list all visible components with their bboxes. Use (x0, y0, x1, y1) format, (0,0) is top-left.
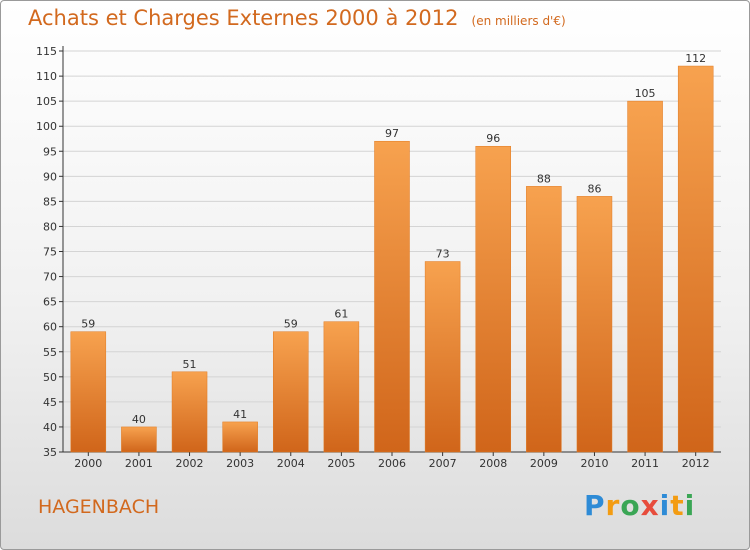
x-tick-label: 2011 (631, 457, 659, 470)
bar (526, 186, 562, 453)
y-tick-label: 110 (36, 70, 57, 83)
logo-letter: i (659, 489, 671, 522)
x-tick-label: 2009 (530, 457, 558, 470)
x-tick-label: 2002 (176, 457, 204, 470)
bar-value-label: 88 (537, 172, 551, 185)
y-tick-label: 55 (43, 346, 57, 359)
bar (374, 140, 410, 453)
y-tick-label: 40 (43, 421, 57, 434)
logo-letter: o (620, 489, 641, 522)
bar (627, 100, 663, 453)
y-tick-label: 75 (43, 246, 57, 259)
chart-title: Achats et Charges Externes 2000 à 2012 (28, 6, 459, 30)
x-tick-label: 2004 (277, 457, 305, 470)
x-tick-label: 2008 (479, 457, 507, 470)
bar-value-label: 51 (183, 358, 197, 371)
bar (70, 331, 107, 453)
bar-value-label: 97 (385, 127, 399, 140)
y-tick-label: 60 (43, 321, 57, 334)
y-tick-label: 70 (43, 271, 57, 284)
y-tick-label: 65 (43, 296, 57, 309)
x-tick-label: 2007 (429, 457, 457, 470)
bar (273, 331, 309, 453)
x-tick-label: 2006 (378, 457, 406, 470)
bar-value-label: 59 (81, 318, 95, 331)
bar-value-label: 73 (436, 248, 450, 261)
logo-letter: t (670, 489, 685, 522)
chart-subtitle: (en milliers d'€) (471, 14, 566, 28)
y-tick-label: 50 (43, 371, 57, 384)
bar (323, 321, 360, 453)
x-tick-label: 2005 (327, 457, 355, 470)
bar-value-label: 41 (233, 408, 247, 421)
title-row: Achats et Charges Externes 2000 à 2012 (… (28, 6, 566, 30)
x-tick-label: 2010 (580, 457, 608, 470)
bar-value-label: 61 (334, 308, 348, 321)
bar-value-label: 86 (587, 182, 601, 195)
y-tick-label: 80 (43, 220, 57, 233)
proxiti-logo[interactable]: Proxiti (584, 489, 695, 522)
commune-name: HAGENBACH (38, 496, 160, 518)
y-tick-label: 90 (43, 170, 57, 183)
bar (222, 421, 258, 453)
y-tick-label: 95 (43, 145, 57, 158)
bar (576, 196, 613, 453)
bar (121, 426, 157, 453)
logo-letter: P (584, 489, 606, 522)
x-tick-label: 2000 (74, 457, 102, 470)
bar-value-label: 40 (132, 413, 146, 426)
logo-letter: i (684, 489, 696, 522)
label-layer: 59 40 51 41 59 61 97 73 96 88 86 105 112 (81, 52, 706, 426)
bar (424, 261, 461, 453)
y-tick-label: 85 (43, 195, 57, 208)
bar (677, 65, 714, 453)
y-tick-label: 35 (43, 446, 57, 459)
y-tick-label: 45 (43, 396, 57, 409)
bar-value-label: 59 (284, 318, 298, 331)
logo-letter: x (640, 489, 660, 522)
y-tick-label: 100 (36, 120, 57, 133)
bar (171, 371, 208, 453)
y-tick-label: 105 (36, 95, 57, 108)
y-tick-label: 115 (36, 45, 57, 58)
bar (475, 145, 511, 453)
bar-value-label: 112 (685, 52, 706, 65)
x-tick-label: 2012 (682, 457, 710, 470)
bar-layer (70, 65, 714, 453)
bar-value-label: 105 (635, 87, 656, 100)
bar-value-label: 96 (486, 132, 500, 145)
x-tick-label: 2001 (125, 457, 153, 470)
logo-letter: r (605, 489, 621, 522)
x-tick-label: 2003 (226, 457, 254, 470)
